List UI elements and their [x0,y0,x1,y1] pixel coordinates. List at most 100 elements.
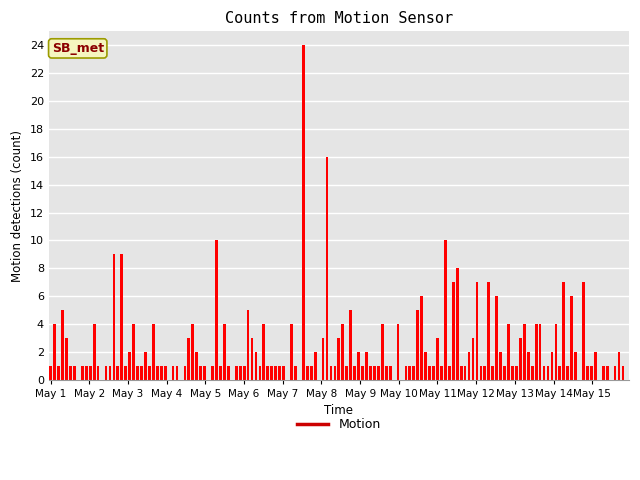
Bar [353,366,356,380]
Bar [160,366,163,380]
Bar [346,366,348,380]
Bar [586,366,589,380]
Bar [483,366,486,380]
Bar [120,254,123,380]
Bar [93,324,95,380]
Bar [57,366,60,380]
Bar [172,366,175,380]
Bar [188,338,190,380]
X-axis label: Time: Time [324,404,353,418]
Bar [49,366,52,380]
Bar [341,324,344,380]
Bar [602,366,605,380]
Bar [65,338,68,380]
Bar [69,366,72,380]
Bar [235,366,237,380]
Bar [420,296,423,380]
Bar [472,338,474,380]
Bar [140,366,143,380]
Bar [116,366,119,380]
Bar [373,366,376,380]
Bar [361,366,364,380]
Bar [266,366,269,380]
Bar [251,338,253,380]
Bar [128,352,131,380]
Bar [148,366,151,380]
Bar [479,366,483,380]
Text: SB_met: SB_met [52,42,104,55]
Bar [448,366,451,380]
Bar [322,338,324,380]
Bar [282,366,285,380]
Bar [621,366,625,380]
Bar [262,324,265,380]
Bar [243,366,246,380]
Bar [511,366,514,380]
Bar [89,366,92,380]
Bar [259,366,261,380]
Bar [132,324,135,380]
Bar [523,324,525,380]
Bar [349,310,352,380]
Bar [239,366,241,380]
Bar [464,366,467,380]
Bar [440,366,443,380]
Bar [381,324,383,380]
Bar [113,254,115,380]
Bar [582,282,585,380]
Bar [270,366,273,380]
Bar [357,352,360,380]
Bar [495,296,498,380]
Bar [543,366,545,380]
Bar [175,366,179,380]
Bar [594,352,596,380]
Bar [499,352,502,380]
Bar [215,240,218,380]
Bar [369,366,372,380]
Bar [314,352,317,380]
Bar [574,352,577,380]
Bar [476,282,478,380]
Title: Counts from Motion Sensor: Counts from Motion Sensor [225,11,453,26]
Bar [388,366,392,380]
Bar [109,366,111,380]
Bar [606,366,609,380]
Bar [566,366,569,380]
Bar [507,324,510,380]
Bar [199,366,202,380]
Bar [377,366,380,380]
Bar [385,366,388,380]
Bar [428,366,431,380]
Bar [452,282,454,380]
Bar [85,366,88,380]
Bar [326,157,328,380]
Bar [590,366,593,380]
Bar [554,324,557,380]
Bar [535,324,538,380]
Bar [404,366,407,380]
Bar [432,366,435,380]
Y-axis label: Motion detections (count): Motion detections (count) [11,130,24,282]
Bar [156,366,159,380]
Bar [468,352,470,380]
Bar [310,366,312,380]
Bar [204,366,206,380]
Bar [53,324,56,380]
Bar [104,366,108,380]
Bar [444,240,447,380]
Bar [515,366,518,380]
Bar [306,366,308,380]
Bar [531,366,534,380]
Bar [456,268,459,380]
Bar [152,324,155,380]
Bar [219,366,222,380]
Bar [255,352,257,380]
Bar [563,282,565,380]
Bar [337,338,340,380]
Bar [570,296,573,380]
Bar [330,366,332,380]
Bar [124,366,127,380]
Bar [223,324,226,380]
Bar [81,366,84,380]
Bar [424,352,427,380]
